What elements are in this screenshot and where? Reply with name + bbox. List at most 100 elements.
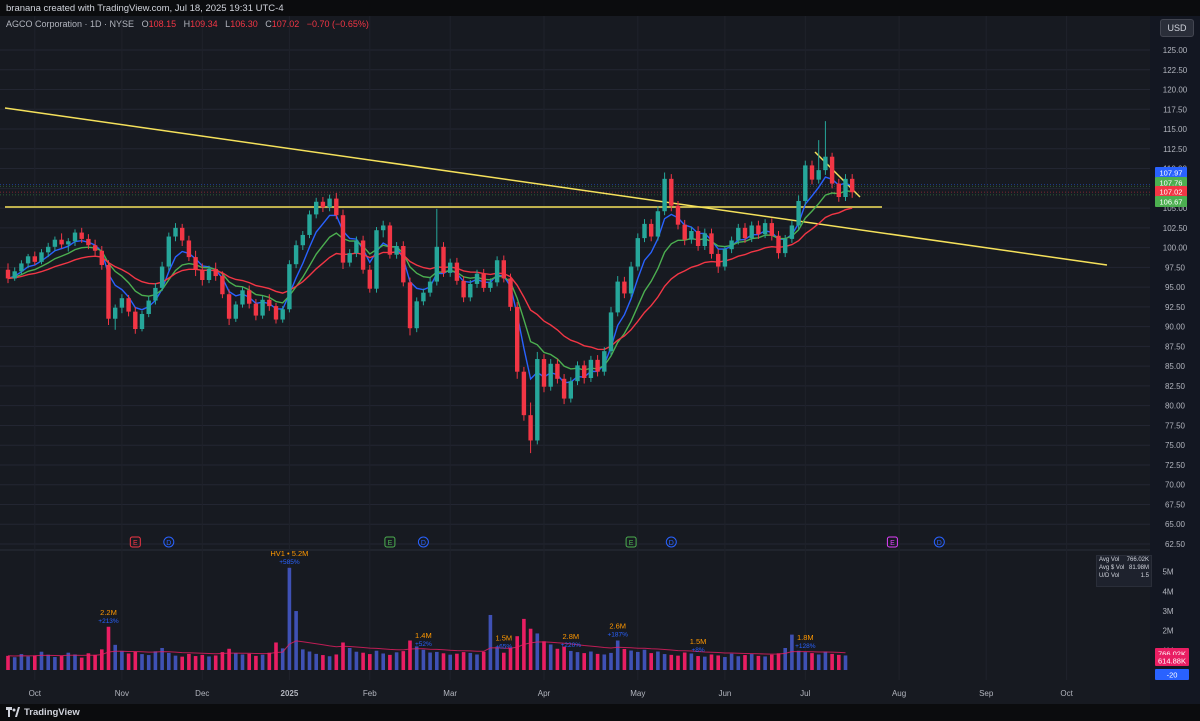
candle-body [173, 227, 178, 237]
candle-body [387, 225, 393, 255]
candle-body [843, 178, 848, 198]
candle-body [79, 232, 84, 239]
candle-body [561, 378, 567, 399]
candle-body [803, 165, 808, 201]
price-chart[interactable]: E D E D E D E D 2.2M+213% HV1 • 5.2M+585% 1.4M+52… [0, 0, 1200, 704]
volume-bar [301, 649, 305, 670]
price-tag-text: 107.76 [1160, 179, 1183, 188]
candle-body [200, 269, 205, 281]
volume-bar [59, 656, 64, 670]
open-value: 108.15 [148, 19, 177, 29]
volume-bar [193, 656, 198, 670]
candle-body [769, 223, 774, 236]
price-tick-label: 97.50 [1165, 263, 1186, 272]
candle-body [662, 178, 667, 212]
candle-body [206, 268, 212, 281]
candle-body [508, 278, 513, 307]
volume-bar [260, 654, 265, 670]
volume-bar [200, 654, 205, 670]
high-value: 109.34 [190, 19, 218, 29]
volume-bar [53, 657, 57, 670]
volume-bar [240, 654, 245, 670]
candle-body [501, 260, 506, 279]
candle-body [742, 227, 748, 239]
attribution-text: branana created with TradingView.com, Ju… [6, 3, 284, 14]
candle-body [280, 309, 285, 320]
price-tick-label: 117.50 [1163, 105, 1187, 114]
candle-body [722, 249, 728, 267]
currency-button[interactable]: USD [1160, 19, 1194, 37]
price-tick-label: 92.50 [1165, 303, 1186, 312]
dividend-badge [163, 536, 175, 548]
time-tick-label: Sep [979, 689, 994, 698]
event-marker-earnings: E [384, 536, 396, 548]
volume-bar [461, 652, 466, 670]
candle-body [193, 257, 198, 270]
candle-body [850, 178, 855, 193]
candle-body [159, 266, 165, 288]
candle-body [340, 215, 346, 263]
volume-bar [508, 647, 513, 670]
volume-bar [254, 655, 258, 670]
volume-bar [743, 655, 747, 670]
candle-body [588, 359, 594, 379]
volume-bar [12, 657, 17, 670]
candle-body [628, 266, 634, 294]
volume-average-line [7, 640, 846, 657]
volume-bar [689, 653, 694, 670]
volume-bar [120, 650, 124, 670]
volume-price-tag [1155, 669, 1189, 680]
volume-annotations: 2.2M+213%HV1 • 5.2M+585%1.4M+52%1.5M+65%… [98, 549, 815, 654]
volume-change-label: +585% [279, 559, 300, 566]
volume-bar [649, 653, 653, 670]
volume-bar [662, 654, 667, 670]
volume-bar [227, 648, 231, 670]
price-tick-label: 82.50 [1165, 382, 1186, 391]
volume-bar [39, 651, 44, 670]
candle-body [649, 223, 654, 237]
volume-bar [736, 656, 741, 670]
volume-bar [334, 654, 339, 670]
volume-bar [153, 651, 158, 670]
candle-body [528, 415, 533, 441]
price-tick-label: 90.00 [1165, 323, 1186, 332]
volume-bar [837, 654, 841, 670]
volume-bar [770, 654, 774, 670]
dividend-badge [665, 536, 677, 548]
volume-bar [823, 651, 828, 670]
price-tick-label: 105.00 [1163, 204, 1188, 213]
volume-bar [73, 654, 77, 670]
volume-price-tag-text: 614.88K [1158, 657, 1186, 666]
candle-body [99, 250, 104, 265]
candle-body [521, 371, 527, 416]
volume-bar [830, 653, 834, 670]
price-tag-text: 107.97 [1160, 169, 1183, 178]
volume-peak-label: 2.2M [100, 608, 117, 617]
time-tick-label: Jul [800, 689, 810, 698]
candle-body [220, 276, 225, 295]
candle-body [729, 240, 734, 250]
event-marker-earnings: E [625, 536, 637, 548]
volume-bar [280, 648, 285, 670]
event-marker-label: E [629, 540, 634, 547]
volume-change-label: +128% [795, 643, 816, 650]
earnings-badge [625, 536, 637, 548]
candle-body [66, 241, 71, 245]
candle-body [287, 264, 292, 310]
time-tick-label: Oct [1060, 689, 1073, 698]
candle-body [548, 363, 553, 387]
low-value: 106.30 [230, 19, 258, 29]
volume-bar [803, 652, 808, 670]
volume-bar [542, 641, 546, 670]
price-tick-label: 67.50 [1165, 500, 1186, 509]
event-marker-label: D [166, 540, 171, 547]
volume-bar [709, 654, 714, 670]
time-tick-label: Nov [115, 689, 129, 698]
volume-bar [602, 654, 607, 670]
candle-body [695, 231, 701, 247]
candle-body [401, 246, 406, 283]
price-tick-label: 85.00 [1165, 362, 1186, 371]
candle-body [582, 365, 587, 379]
symbol-title[interactable]: AGCO Corporation · 1D · NYSE [6, 19, 135, 29]
